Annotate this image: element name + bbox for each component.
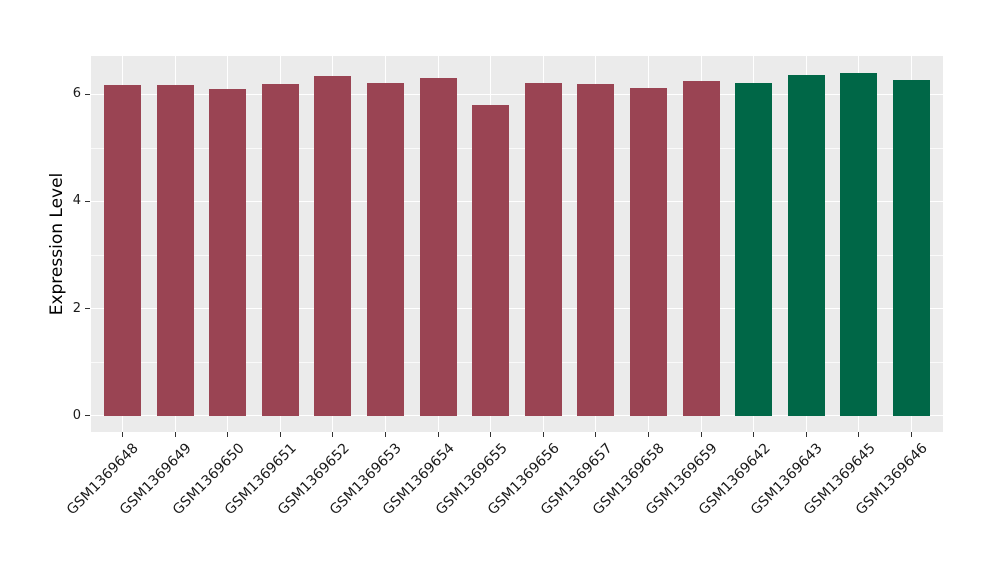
x-tick-mark	[174, 432, 176, 437]
x-tick-mark	[595, 432, 597, 437]
minor-gridline	[91, 362, 943, 364]
x-tick-mark	[121, 432, 124, 437]
y-tick-label: 0	[72, 407, 81, 423]
major-gridline	[91, 307, 943, 310]
bar-GSM1369652	[314, 75, 352, 416]
bar-GSM1369642	[735, 83, 773, 416]
x-tick-mark	[384, 432, 387, 437]
bar-GSM1369658	[630, 88, 667, 416]
major-gridline	[91, 93, 943, 96]
bar-GSM1369655	[472, 105, 510, 416]
y-tick-mark	[85, 200, 90, 202]
x-tick-mark	[858, 432, 860, 437]
bar-GSM1369656	[524, 82, 562, 416]
bar-GSM1369643	[787, 75, 825, 416]
y-tick-mark	[85, 308, 90, 310]
bar-GSM1369659	[682, 81, 720, 416]
y-tick-label: 4	[72, 193, 81, 209]
major-gridline	[91, 414, 943, 417]
y-tick-mark	[85, 415, 90, 417]
x-tick-mark	[647, 432, 650, 437]
x-tick-mark	[437, 432, 439, 437]
x-tick-mark	[700, 432, 702, 437]
major-gridline	[91, 200, 943, 203]
y-tick-mark	[85, 93, 90, 95]
minor-gridline	[91, 255, 943, 256]
x-tick-mark	[227, 432, 229, 437]
bar-GSM1369654	[419, 77, 457, 416]
x-tick-mark	[542, 432, 544, 437]
x-tick-mark	[490, 432, 492, 437]
x-tick-mark	[279, 432, 281, 437]
x-tick-mark	[753, 432, 755, 437]
plot-area	[91, 56, 943, 432]
x-tick-mark	[910, 432, 913, 437]
minor-gridline	[91, 147, 943, 149]
y-tick-label: 6	[72, 86, 81, 102]
x-tick-mark	[805, 432, 807, 437]
x-tick-mark	[332, 432, 334, 437]
bar-GSM1369649	[156, 84, 194, 416]
bar-GSM1369646	[893, 79, 930, 416]
y-tick-label: 2	[72, 300, 81, 316]
bar-GSM1369657	[577, 84, 615, 416]
bar-GSM1369645	[840, 73, 878, 416]
bar-GSM1369651	[261, 83, 299, 416]
bar-GSM1369650	[209, 88, 247, 416]
bar-GSM1369648	[104, 85, 141, 416]
bar-GSM1369653	[367, 83, 404, 416]
